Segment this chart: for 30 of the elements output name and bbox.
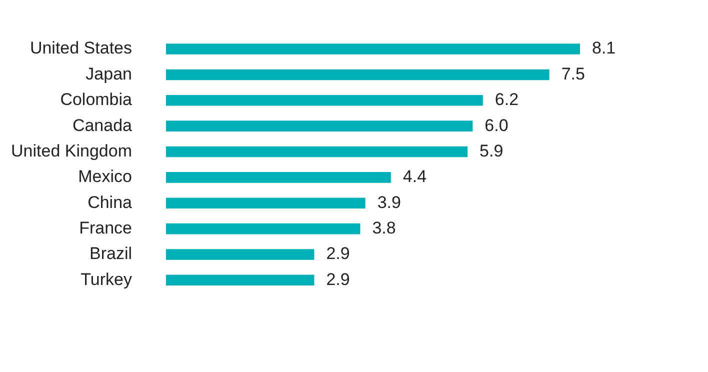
bar xyxy=(166,198,366,209)
bar xyxy=(166,249,314,260)
y-tick-label: Japan xyxy=(86,64,132,84)
data-label: 5.9 xyxy=(480,141,504,160)
bar xyxy=(166,95,483,106)
bar xyxy=(166,172,391,183)
bar xyxy=(166,44,580,54)
bar xyxy=(166,69,550,80)
y-tick-label: France xyxy=(79,218,132,238)
y-tick-label: Colombia xyxy=(60,90,133,110)
y-tick-label: Brazil xyxy=(89,244,132,264)
y-tick-label: United States xyxy=(30,38,132,58)
data-label: 4.4 xyxy=(402,167,427,186)
bar xyxy=(166,146,468,158)
y-tick-label: Canada xyxy=(72,116,133,135)
data-label: 7.5 xyxy=(561,64,585,84)
y-tick-label: Turkey xyxy=(80,270,132,289)
data-label: 8.1 xyxy=(592,38,616,58)
bar xyxy=(166,120,473,132)
data-label: 6.2 xyxy=(494,90,519,110)
y-tick-label: United Kingdom xyxy=(11,141,132,160)
data-label: 3.8 xyxy=(372,218,396,238)
bar xyxy=(166,274,314,286)
data-label: 2.9 xyxy=(326,270,350,289)
bar xyxy=(166,223,360,234)
data-label: 3.9 xyxy=(377,192,401,212)
y-tick-label: China xyxy=(88,192,133,212)
data-label: 2.9 xyxy=(326,244,350,264)
data-label: 6.0 xyxy=(484,116,508,135)
y-tick-label: Mexico xyxy=(78,167,132,186)
